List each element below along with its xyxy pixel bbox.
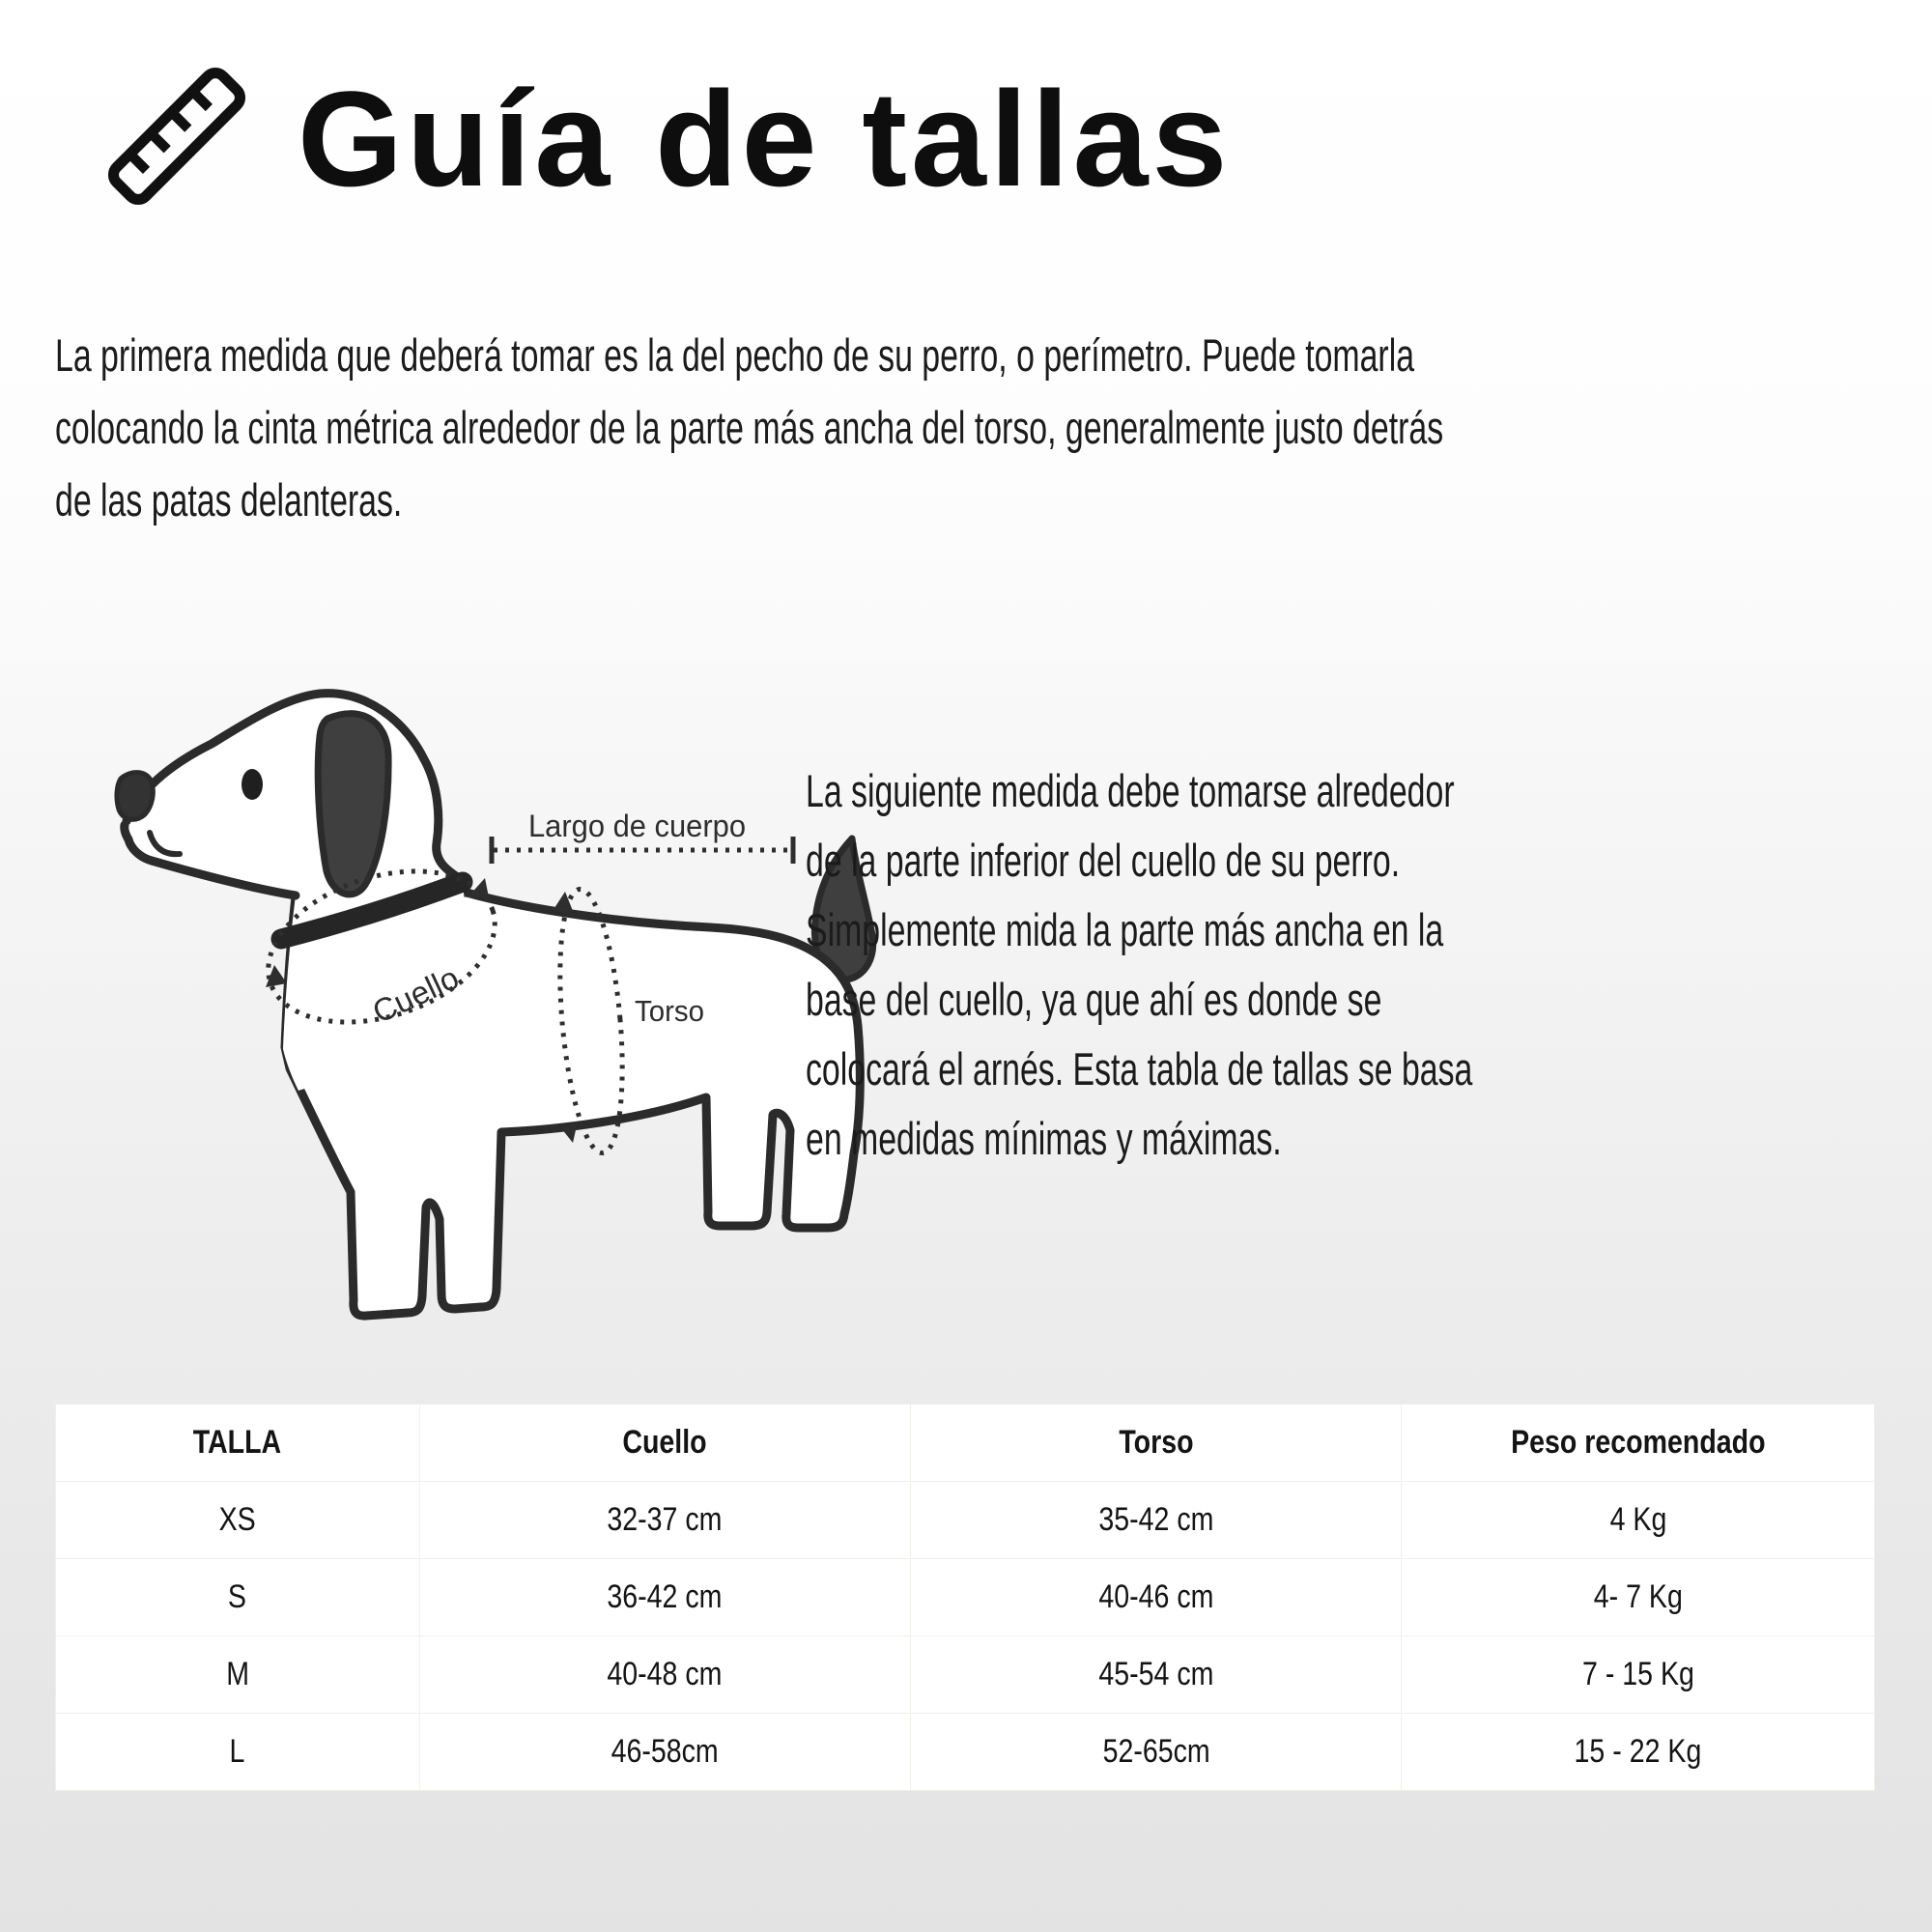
page-title: Guía de tallas	[298, 63, 1232, 214]
neck-measure-arrow	[468, 878, 489, 897]
table-row-l: L 46-58cm 52-65cm 15 - 22 Kg	[55, 1713, 1875, 1791]
paragraph-line: colocará el arnés. Esta tabla de tallas …	[806, 1043, 1473, 1094]
cell-peso: 7 - 15 Kg	[1401, 1635, 1875, 1714]
dog-mouth-icon	[147, 830, 183, 858]
body-length-label: Largo de cuerpo	[528, 809, 746, 843]
paragraph-line: de la parte inferior del cuello de su pe…	[806, 835, 1401, 886]
cell-peso: 15 - 22 Kg	[1401, 1713, 1875, 1791]
paragraph-line: La siguiente medida debe tomarse alreded…	[806, 765, 1455, 816]
cell-talla: L	[55, 1713, 420, 1791]
table-row-m: M 40-48 cm 45-54 cm 7 - 15 Kg	[55, 1635, 1875, 1714]
paragraph-line: colocando la cinta métrica alrededor de …	[55, 402, 1444, 453]
column-header-talla: TALLA	[55, 1404, 420, 1482]
column-header-peso: Peso recomendado	[1401, 1404, 1875, 1482]
torso-label: Torso	[635, 994, 704, 1028]
cell-peso: 4 Kg	[1401, 1481, 1875, 1559]
cell-cuello: 36-42 cm	[418, 1558, 912, 1636]
dog-ear-icon	[314, 710, 392, 898]
intro-paragraph: La primera medida que deberá tomar es la…	[55, 319, 1932, 536]
cell-talla: XS	[55, 1481, 420, 1559]
paragraph-line: La primera medida que deberá tomar es la…	[55, 329, 1415, 381]
cell-cuello: 32-37 cm	[418, 1481, 912, 1559]
cell-talla: M	[55, 1635, 420, 1714]
cell-torso: 45-54 cm	[909, 1635, 1403, 1714]
cell-torso: 35-42 cm	[909, 1481, 1403, 1559]
torso-measure-arrow	[561, 1122, 578, 1143]
dog-collar-icon	[270, 871, 473, 950]
paragraph-line: Simplemente mida la parte más ancha en l…	[806, 904, 1444, 955]
dog-head-outline-jaw	[120, 820, 300, 900]
dog-nose-icon	[114, 770, 156, 822]
torso-measure-arrow	[553, 892, 573, 911]
paragraph-line: de las patas delanteras.	[55, 474, 403, 526]
cell-cuello: 40-48 cm	[418, 1635, 912, 1714]
ruler-icon	[107, 67, 246, 206]
table-row-xs: XS 32-37 cm 35-42 cm 4 Kg	[55, 1481, 1875, 1559]
cell-torso: 40-46 cm	[909, 1558, 1403, 1636]
neck-measure-ellipse	[266, 868, 497, 1025]
cell-cuello: 46-58cm	[418, 1713, 912, 1791]
dog-head-outline-top	[122, 689, 470, 893]
paragraph-line: base del cuello, ya que ahí es donde se	[806, 974, 1382, 1025]
table-row-s: S 36-42 cm 40-46 cm 4- 7 Kg	[55, 1558, 1875, 1636]
dog-measurement-diagram: Largo de cuerpo Cuello Torso	[114, 689, 877, 1321]
size-table: TALLA Cuello Torso Peso recomendado XS 3…	[55, 1404, 1875, 1791]
dog-eye-icon	[242, 769, 263, 800]
secondary-paragraph: La siguiente medida debe tomarse alreded…	[806, 756, 1732, 1174]
cell-torso: 52-65cm	[909, 1713, 1403, 1791]
paragraph-line: en medidas mínimas y máximas.	[806, 1113, 1282, 1164]
cell-talla: S	[55, 1558, 420, 1636]
column-header-torso: Torso	[909, 1404, 1403, 1482]
table-header-row: TALLA Cuello Torso Peso recomendado	[55, 1404, 1875, 1482]
torso-measure-ellipse	[557, 886, 625, 1156]
cell-peso: 4- 7 Kg	[1401, 1558, 1875, 1636]
body-length-line	[489, 837, 796, 864]
neck-measure-arrow	[266, 965, 287, 987]
column-header-cuello: Cuello	[418, 1404, 912, 1482]
